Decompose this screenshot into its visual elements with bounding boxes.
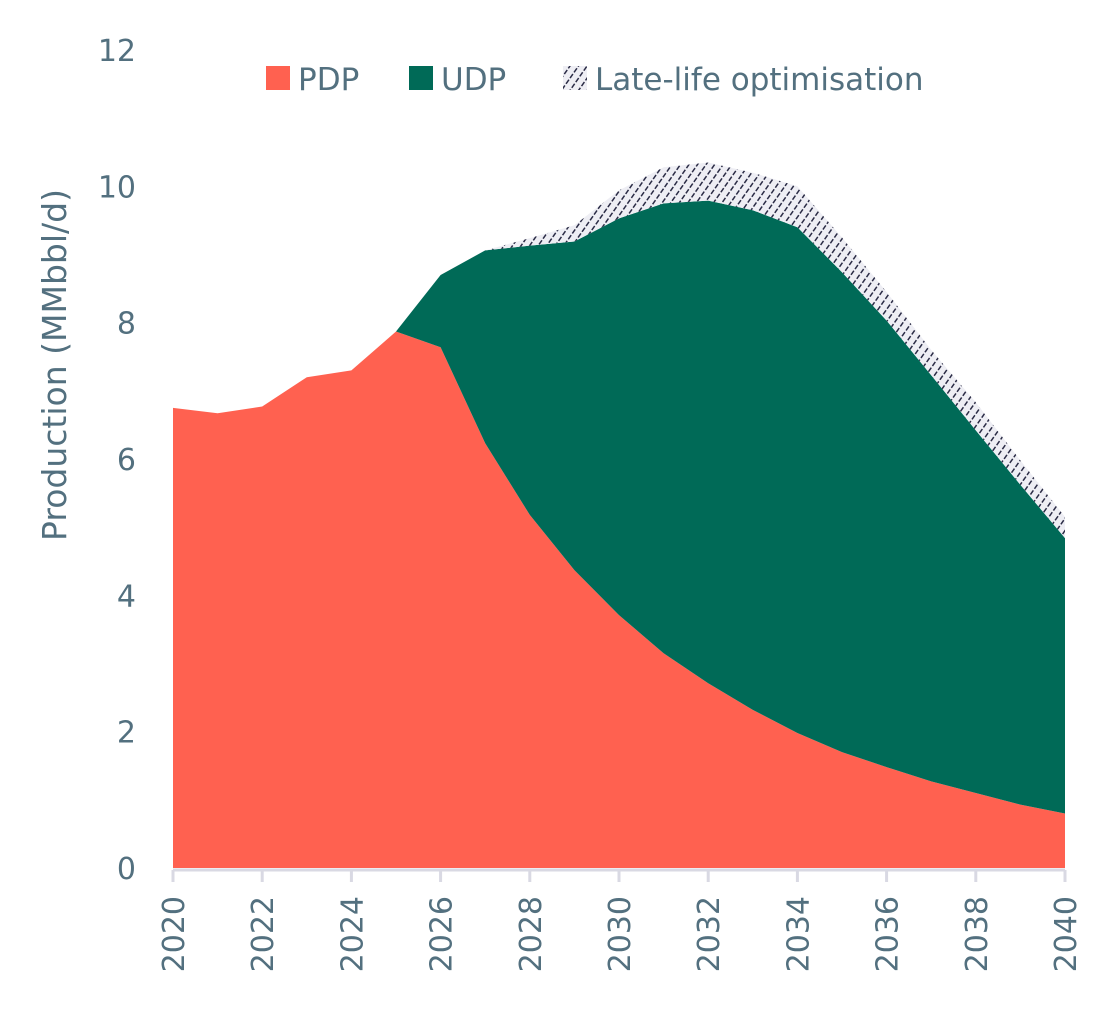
plot-area <box>173 162 1065 868</box>
x-tick-label: 2024 <box>335 896 370 972</box>
x-axis: 2020 2022 2024 2026 2028 2030 2032 2034 2036 2038… <box>157 868 1084 972</box>
legend-label-pdp: PDP <box>298 62 359 98</box>
legend-item-late-life: Late-life optimisation <box>563 62 924 98</box>
x-tick-label: 2020 <box>157 896 192 972</box>
y-tick-label: 2 <box>117 716 136 751</box>
legend-swatch-udp <box>409 66 433 90</box>
legend-item-pdp: PDP <box>266 62 359 98</box>
legend-item-udp: UDP <box>409 62 506 98</box>
y-axis: 0 2 4 6 8 10 12 <box>98 34 136 887</box>
x-tick-label: 2028 <box>514 896 549 972</box>
legend-swatch-late-life <box>563 66 587 90</box>
area-udp <box>173 200 1065 814</box>
x-tick-label: 2034 <box>781 896 816 972</box>
area-pdp <box>173 331 1065 868</box>
x-tick-label: 2032 <box>692 896 727 972</box>
y-tick-label: 4 <box>117 579 136 614</box>
x-tick-label: 2022 <box>246 896 281 972</box>
x-tick-label: 2026 <box>425 896 460 972</box>
x-tick-label: 2038 <box>960 896 995 972</box>
legend-swatch-pdp <box>266 66 290 90</box>
x-tick-label: 2040 <box>1049 896 1084 972</box>
y-tick-label: 10 <box>98 170 136 205</box>
y-tick-label: 8 <box>117 307 136 342</box>
legend-label-udp: UDP <box>441 62 506 98</box>
x-tick-label: 2036 <box>871 896 906 972</box>
y-tick-label: 6 <box>117 443 136 478</box>
legend: PDP UDP Late-life optimisation <box>266 62 924 98</box>
x-tick-label: 2030 <box>603 896 638 972</box>
y-tick-label: 12 <box>98 34 136 69</box>
y-tick-label: 0 <box>117 852 136 887</box>
y-axis-title: Production (MMbbl/d) <box>35 189 74 541</box>
area-late-life-optimisation <box>173 162 1065 539</box>
legend-label-late-life: Late-life optimisation <box>595 62 924 98</box>
